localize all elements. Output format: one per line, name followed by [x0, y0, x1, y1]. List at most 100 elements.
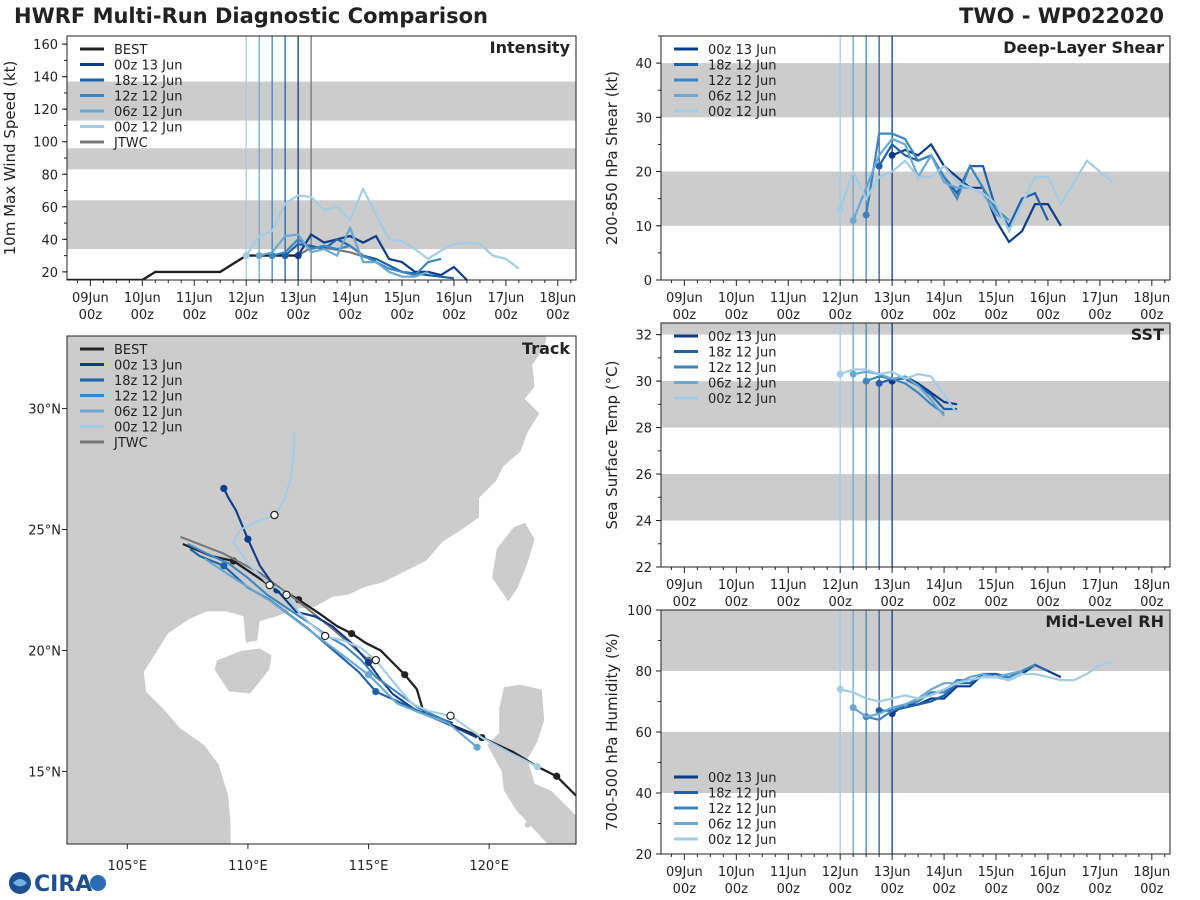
x-tick-label: 18Jun — [1133, 291, 1170, 306]
series-start-marker — [875, 379, 883, 387]
x-tick-label: 115°E — [349, 859, 389, 874]
y-tick-label: 15°N — [28, 765, 61, 780]
series-line-r12z12 — [271, 237, 442, 277]
legend-label: JTWC — [113, 436, 148, 451]
panel-title: Intensity — [490, 38, 571, 57]
track-line-r00z12 — [232, 432, 538, 768]
x-tick-label: 10Jun — [718, 865, 755, 880]
x-tick-label: 14Jun — [332, 291, 369, 306]
x-tick-label: 15Jun — [978, 291, 1015, 306]
x-tick-label: 09Jun — [666, 291, 703, 306]
y-tick-label: 26 — [635, 468, 652, 483]
x-tick-label: 15Jun — [978, 578, 1015, 593]
track-marker — [371, 655, 380, 665]
x-tick-label: 110°E — [228, 859, 268, 874]
panel-title: Mid-Level RH — [1045, 612, 1164, 631]
series-start-marker — [255, 252, 263, 260]
x-tick-label: 00z — [1140, 595, 1164, 610]
x-tick-label: 15Jun — [978, 865, 1015, 880]
x-tick-label: 105°E — [108, 859, 148, 874]
legend-label: 18z 12 Jun — [708, 787, 777, 802]
x-tick-label: 00z — [880, 308, 904, 323]
panel-shear: 09Jun 00z 10Jun 00z 11Jun 00z 12Jun 00z 13Jun 00z… — [603, 35, 1171, 323]
coastal-island — [470, 515, 474, 519]
series-start-marker — [875, 162, 883, 170]
series-line-r00z12 — [839, 368, 959, 415]
y-tick-label: 120 — [33, 103, 58, 118]
track-marker — [220, 484, 228, 492]
panel-track: 105°E 110°E 115°E 120°E 15°N 20°N 25°N 30°N Trac… — [28, 335, 577, 874]
y-tick-label: 20°N — [28, 644, 61, 659]
y-tick-label: 20 — [41, 266, 58, 281]
legend-label: 00z 13 Jun — [708, 43, 777, 58]
x-tick-label: 00z — [235, 308, 259, 323]
y-tick-label: 24 — [635, 515, 652, 530]
x-tick-label: 00z — [725, 882, 749, 897]
x-tick-label: 13Jun — [874, 578, 911, 593]
legend-label: 00z 12 Jun — [114, 121, 183, 136]
map-frame — [66, 335, 577, 845]
x-tick-label: 00z — [829, 595, 853, 610]
legend-label: 18z 12 Jun — [114, 74, 183, 89]
legend-label: 06z 12 Jun — [114, 405, 183, 420]
series-start-marker — [862, 211, 870, 219]
x-tick-label: 14Jun — [926, 291, 963, 306]
y-tick-label: 30 — [635, 111, 652, 126]
series-start-marker — [888, 151, 896, 159]
track-marker — [265, 580, 274, 590]
panel-sst: 09Jun 00z 10Jun 00z 11Jun 00z 12Jun 00z 13Jun 00z… — [603, 322, 1171, 610]
legend-label: 06z 12 Jun — [708, 818, 777, 833]
series-start-marker — [862, 377, 870, 385]
legend-label: JTWC — [113, 136, 148, 151]
y-tick-label: 160 — [33, 38, 58, 53]
track-marker — [364, 671, 373, 679]
series-start-marker — [849, 704, 857, 712]
series-line-r18z12 — [284, 238, 455, 280]
x-tick-label: 00z — [984, 308, 1008, 323]
series-start-marker — [242, 252, 250, 260]
track-marker — [348, 629, 356, 638]
axes-frame — [660, 322, 1171, 568]
y-tick-label: 80 — [635, 665, 652, 680]
agency-seal-icon — [90, 875, 106, 891]
series-line-r00z12 — [839, 159, 1114, 234]
x-tick-label: 00z — [79, 308, 103, 323]
legend-label: 12z 12 Jun — [114, 90, 183, 105]
y-tick-label: 100 — [33, 136, 58, 151]
x-tick-label: 00z — [673, 882, 697, 897]
x-tick-label: 00z — [1088, 308, 1112, 323]
x-tick-label: 17Jun — [1081, 291, 1118, 306]
track-marker — [364, 658, 373, 667]
x-tick-label: 18Jun — [1133, 865, 1170, 880]
y-tick-label: 140 — [33, 71, 58, 86]
track-marker — [220, 562, 228, 570]
panel-title: Deep-Layer Shear — [1003, 38, 1164, 57]
legend-label: 00z 12 Jun — [708, 392, 777, 407]
series-line-r00z12 — [245, 186, 520, 270]
threshold-band — [661, 63, 1170, 118]
hainan-island — [213, 647, 273, 695]
x-tick-label: 13Jun — [874, 291, 911, 306]
x-tick-label: 00z — [1036, 595, 1060, 610]
panel-rh: 09Jun 00z 10Jun 00z 11Jun 00z 12Jun 00z 13Jun 00z… — [603, 604, 1171, 897]
x-tick-label: 00z — [932, 595, 956, 610]
x-tick-label: 00z — [1036, 882, 1060, 897]
track-marker — [244, 535, 252, 543]
x-tick-label: 00z — [777, 308, 801, 323]
track-line-best — [182, 542, 576, 797]
x-tick-label: 09Jun — [666, 865, 703, 880]
x-tick-label: 09Jun — [666, 578, 703, 593]
y-tick-label: 40 — [635, 57, 652, 72]
y-tick-label: 28 — [635, 422, 652, 437]
x-tick-label: 00z — [932, 882, 956, 897]
x-tick-label: 00z — [725, 595, 749, 610]
panel-title: SST — [1131, 325, 1164, 344]
taiwan-island — [491, 521, 536, 603]
y-axis-label: Sea Surface Temp (°C) — [603, 360, 621, 529]
x-tick-label: 13Jun — [280, 291, 317, 306]
threshold-band — [661, 381, 1170, 428]
series-start-marker — [849, 370, 857, 378]
x-tick-label: 11Jun — [770, 865, 807, 880]
x-tick-label: 11Jun — [770, 578, 807, 593]
x-tick-label: 16Jun — [1030, 578, 1067, 593]
